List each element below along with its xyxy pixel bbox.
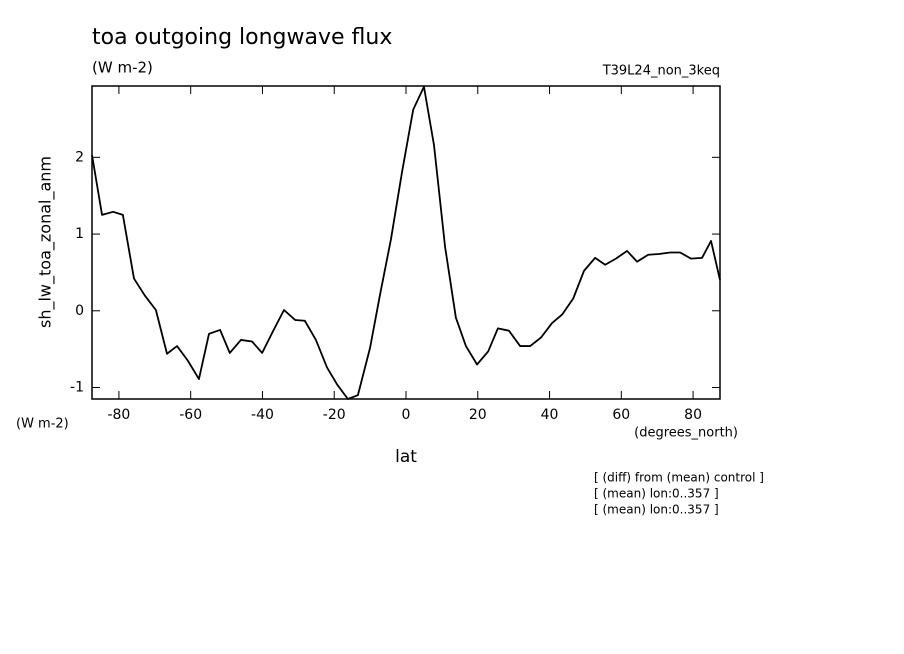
plot-frame xyxy=(91,85,721,400)
note: [ (diff) from (mean) control ] xyxy=(594,471,764,485)
x-tick-label: 20 xyxy=(469,407,487,423)
y-tick-label: 2 xyxy=(75,149,84,165)
note: [ (mean) lon:0..357 ] xyxy=(594,503,719,517)
data-line xyxy=(91,85,721,400)
x-tick-label: -60 xyxy=(179,407,202,423)
x-tick-label: 0 xyxy=(402,407,411,423)
y-tick-label: 0 xyxy=(75,303,84,319)
x-tick-label: -20 xyxy=(323,407,346,423)
x-tick-label: 60 xyxy=(612,407,630,423)
x-tick-label: 40 xyxy=(541,407,559,423)
x-axis-label: lat xyxy=(395,447,417,467)
x-tick-label: 80 xyxy=(684,407,702,423)
x-tick-label: -40 xyxy=(251,407,274,423)
y-tick-label: 1 xyxy=(75,226,84,242)
note: [ (mean) lon:0..357 ] xyxy=(594,487,719,501)
x-axis-units: (degrees_north) xyxy=(634,426,738,441)
chart-title: toa outgoing longwave flux xyxy=(92,25,392,50)
chart-subtitle: (W m-2) xyxy=(92,59,153,77)
run-label: T39L24_non_3keq xyxy=(602,64,720,79)
y-axis-label: sh_lw_toa_zonal_anm xyxy=(36,156,56,328)
y-axis-units: (W m-2) xyxy=(16,417,69,432)
y-tick-label: -1 xyxy=(70,379,84,395)
x-tick-label: -80 xyxy=(107,407,130,423)
